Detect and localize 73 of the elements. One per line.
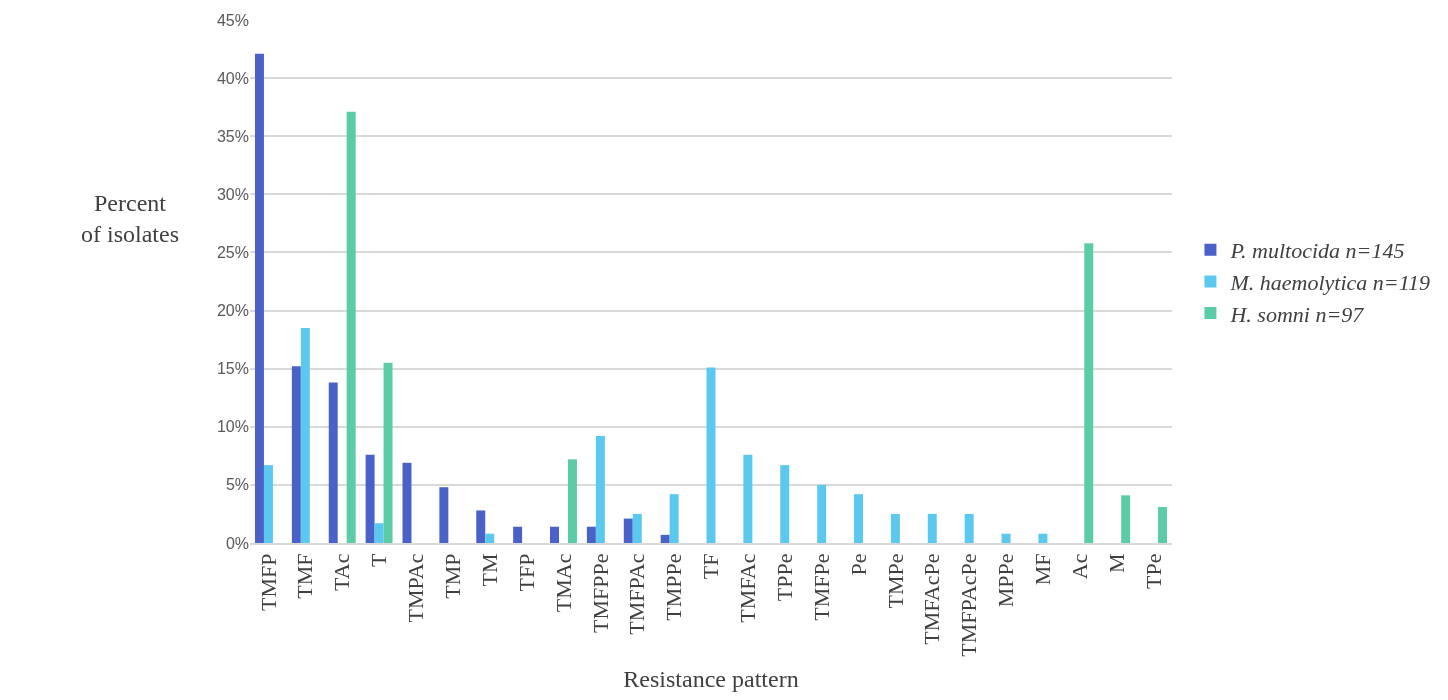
x-tick-label: TMFPe xyxy=(808,553,834,621)
x-tick-label: TMAc xyxy=(550,553,576,613)
bar xyxy=(291,366,301,543)
x-axis-title: Resistance pattern xyxy=(623,666,799,693)
bar xyxy=(374,523,384,543)
bar xyxy=(365,454,375,543)
bar xyxy=(854,494,864,543)
legend-label: M. haemolytica n=119 xyxy=(1229,269,1430,295)
bar xyxy=(300,327,310,543)
x-tick-label: TPPe xyxy=(771,553,797,602)
bar xyxy=(817,484,827,543)
x-tick-label: TMFP xyxy=(255,553,281,612)
y-tick-label: 25% xyxy=(216,244,249,262)
x-tick-label: Ac xyxy=(1066,553,1092,580)
y-axis-title: Percent of isolates xyxy=(81,190,179,248)
legend-label: P. multocida n=145 xyxy=(1229,238,1405,264)
y-tick-label: 0% xyxy=(225,534,249,552)
y-tick-label: 30% xyxy=(216,185,249,203)
y-tick-label: 45% xyxy=(216,11,249,29)
x-tick-label: TMFAc xyxy=(735,553,761,623)
x-tick-label: TPe xyxy=(1140,553,1166,589)
bar xyxy=(567,459,577,543)
bar xyxy=(513,526,523,543)
bar xyxy=(346,111,356,543)
x-tick-label: TMPe xyxy=(882,553,908,609)
bar xyxy=(1158,506,1168,543)
x-tick-label: TMFPAcPe xyxy=(956,553,982,657)
bar xyxy=(743,454,753,543)
x-tick-label: Pe xyxy=(845,553,871,576)
bar xyxy=(254,53,264,543)
y-tick-label: 20% xyxy=(216,302,249,320)
bar xyxy=(595,436,605,543)
y-tick-label: 35% xyxy=(216,127,249,145)
bar xyxy=(623,518,633,543)
x-tick-label: TFP xyxy=(513,553,539,592)
bar xyxy=(780,465,790,543)
y-tick-label: 15% xyxy=(216,360,249,378)
bar xyxy=(1121,495,1131,543)
bar xyxy=(1001,533,1011,543)
y-tick-label: 5% xyxy=(225,476,249,494)
x-tick-label: TMPPe xyxy=(661,553,687,621)
x-tick-label: TF xyxy=(698,553,724,580)
bar xyxy=(632,513,642,543)
x-tick-label: TAc xyxy=(329,553,355,591)
x-tick-label: T xyxy=(366,553,392,567)
x-tick-label: MPPe xyxy=(993,553,1019,608)
x-tick-label: TMFAcPe xyxy=(919,553,945,645)
x-tick-label: MF xyxy=(1030,553,1056,586)
x-tick-label: M xyxy=(1103,553,1129,574)
bar xyxy=(485,533,495,543)
bar xyxy=(586,526,596,543)
bar xyxy=(263,465,273,543)
bar xyxy=(439,487,449,543)
x-tick-label: TMP xyxy=(439,553,465,599)
y-tick-label: 10% xyxy=(216,418,249,436)
x-tick-label: TMFPPe xyxy=(587,553,613,634)
x-tick-label: TMFPAc xyxy=(624,553,650,635)
bar xyxy=(550,526,559,543)
bar xyxy=(476,510,486,543)
x-tick-label: TMPAc xyxy=(403,553,429,623)
y-tick-label: 40% xyxy=(216,69,249,87)
bar xyxy=(1084,243,1094,543)
bar xyxy=(383,362,393,543)
bar xyxy=(927,513,937,543)
bar xyxy=(890,513,900,543)
bar xyxy=(964,513,974,543)
bar xyxy=(669,494,679,543)
x-tick-label: TM xyxy=(476,553,502,587)
bar xyxy=(328,382,338,543)
bar xyxy=(1038,533,1048,543)
bar xyxy=(660,534,670,543)
legend-label: H. somni n=97 xyxy=(1229,301,1365,327)
x-tick-label: TMF xyxy=(292,553,318,599)
